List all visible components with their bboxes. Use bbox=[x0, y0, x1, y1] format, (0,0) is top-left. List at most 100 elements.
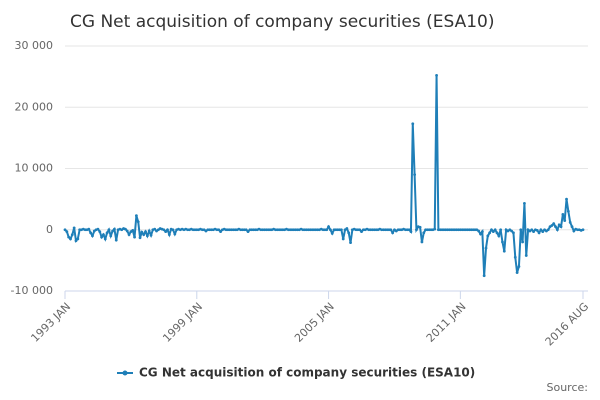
point bbox=[125, 229, 129, 233]
point bbox=[124, 227, 127, 231]
point bbox=[65, 230, 69, 233]
point bbox=[327, 225, 330, 229]
point bbox=[502, 249, 506, 253]
point bbox=[89, 231, 93, 235]
point bbox=[554, 225, 557, 229]
point bbox=[482, 274, 486, 278]
point bbox=[566, 209, 570, 213]
y-tick-label: 0 bbox=[46, 223, 53, 236]
point bbox=[114, 238, 118, 242]
point bbox=[491, 230, 495, 233]
point bbox=[105, 231, 109, 235]
point bbox=[535, 228, 539, 232]
point bbox=[91, 234, 94, 238]
y-tick-label: 30 000 bbox=[15, 39, 54, 52]
point bbox=[217, 228, 221, 232]
point bbox=[559, 225, 563, 229]
point bbox=[389, 228, 393, 232]
point bbox=[530, 228, 534, 232]
point bbox=[524, 254, 528, 257]
point bbox=[164, 230, 168, 233]
x-tick-label: 2016 AUG bbox=[543, 300, 592, 349]
point bbox=[244, 228, 248, 232]
point bbox=[541, 230, 545, 233]
point bbox=[484, 246, 488, 250]
point bbox=[477, 229, 481, 233]
point bbox=[63, 228, 67, 232]
point bbox=[142, 233, 146, 237]
point bbox=[339, 228, 343, 232]
point bbox=[347, 231, 351, 235]
point bbox=[162, 228, 166, 232]
point bbox=[67, 235, 71, 239]
point bbox=[138, 236, 142, 240]
point bbox=[76, 237, 80, 241]
x-tick-label: 1999 JAN bbox=[160, 300, 205, 345]
point bbox=[422, 231, 426, 235]
point bbox=[517, 265, 521, 268]
point bbox=[563, 219, 567, 222]
point bbox=[72, 226, 76, 230]
point bbox=[329, 228, 332, 232]
legend-label: CG Net acquisition of company securities… bbox=[139, 366, 475, 380]
point bbox=[532, 230, 535, 233]
point bbox=[87, 227, 91, 231]
point bbox=[480, 230, 484, 233]
point bbox=[147, 229, 151, 233]
point bbox=[539, 228, 543, 232]
point bbox=[103, 237, 107, 241]
point bbox=[145, 234, 149, 238]
point bbox=[166, 228, 169, 232]
point bbox=[171, 228, 175, 232]
point bbox=[325, 228, 329, 232]
point bbox=[552, 222, 556, 226]
point bbox=[167, 233, 171, 237]
point bbox=[581, 228, 585, 232]
point bbox=[512, 231, 515, 235]
point bbox=[418, 225, 422, 229]
point bbox=[572, 229, 576, 233]
point bbox=[413, 173, 417, 177]
point bbox=[100, 235, 104, 239]
point bbox=[391, 231, 395, 235]
point bbox=[173, 232, 177, 236]
point bbox=[568, 221, 572, 224]
point bbox=[411, 122, 415, 126]
point bbox=[570, 225, 574, 229]
x-tick-label: 2011 JAN bbox=[424, 300, 469, 345]
x-tick-label: 1993 JAN bbox=[28, 300, 73, 345]
point bbox=[345, 227, 349, 230]
point bbox=[546, 228, 550, 232]
point bbox=[557, 223, 561, 227]
point bbox=[153, 227, 157, 231]
point bbox=[219, 230, 222, 233]
point bbox=[435, 74, 438, 77]
y-tick-label: 10 000 bbox=[15, 162, 54, 175]
point bbox=[510, 229, 514, 233]
point bbox=[98, 230, 102, 233]
point bbox=[113, 227, 116, 231]
point bbox=[134, 214, 138, 218]
point bbox=[497, 234, 501, 238]
point bbox=[513, 255, 517, 259]
point bbox=[555, 228, 559, 232]
source: Source: bbox=[547, 381, 589, 394]
y-tick-label: -10 000 bbox=[11, 284, 53, 297]
point bbox=[341, 237, 345, 241]
point bbox=[127, 233, 131, 237]
point bbox=[74, 239, 78, 243]
point bbox=[420, 240, 424, 244]
point bbox=[144, 230, 147, 233]
point bbox=[109, 234, 113, 238]
point bbox=[70, 233, 74, 237]
point bbox=[561, 213, 565, 216]
y-tick-label: 20 000 bbox=[15, 100, 54, 113]
point bbox=[407, 228, 411, 232]
point bbox=[330, 232, 334, 235]
point bbox=[69, 237, 72, 241]
point bbox=[102, 233, 105, 237]
point bbox=[479, 232, 482, 236]
point bbox=[493, 228, 497, 232]
point bbox=[488, 231, 492, 235]
